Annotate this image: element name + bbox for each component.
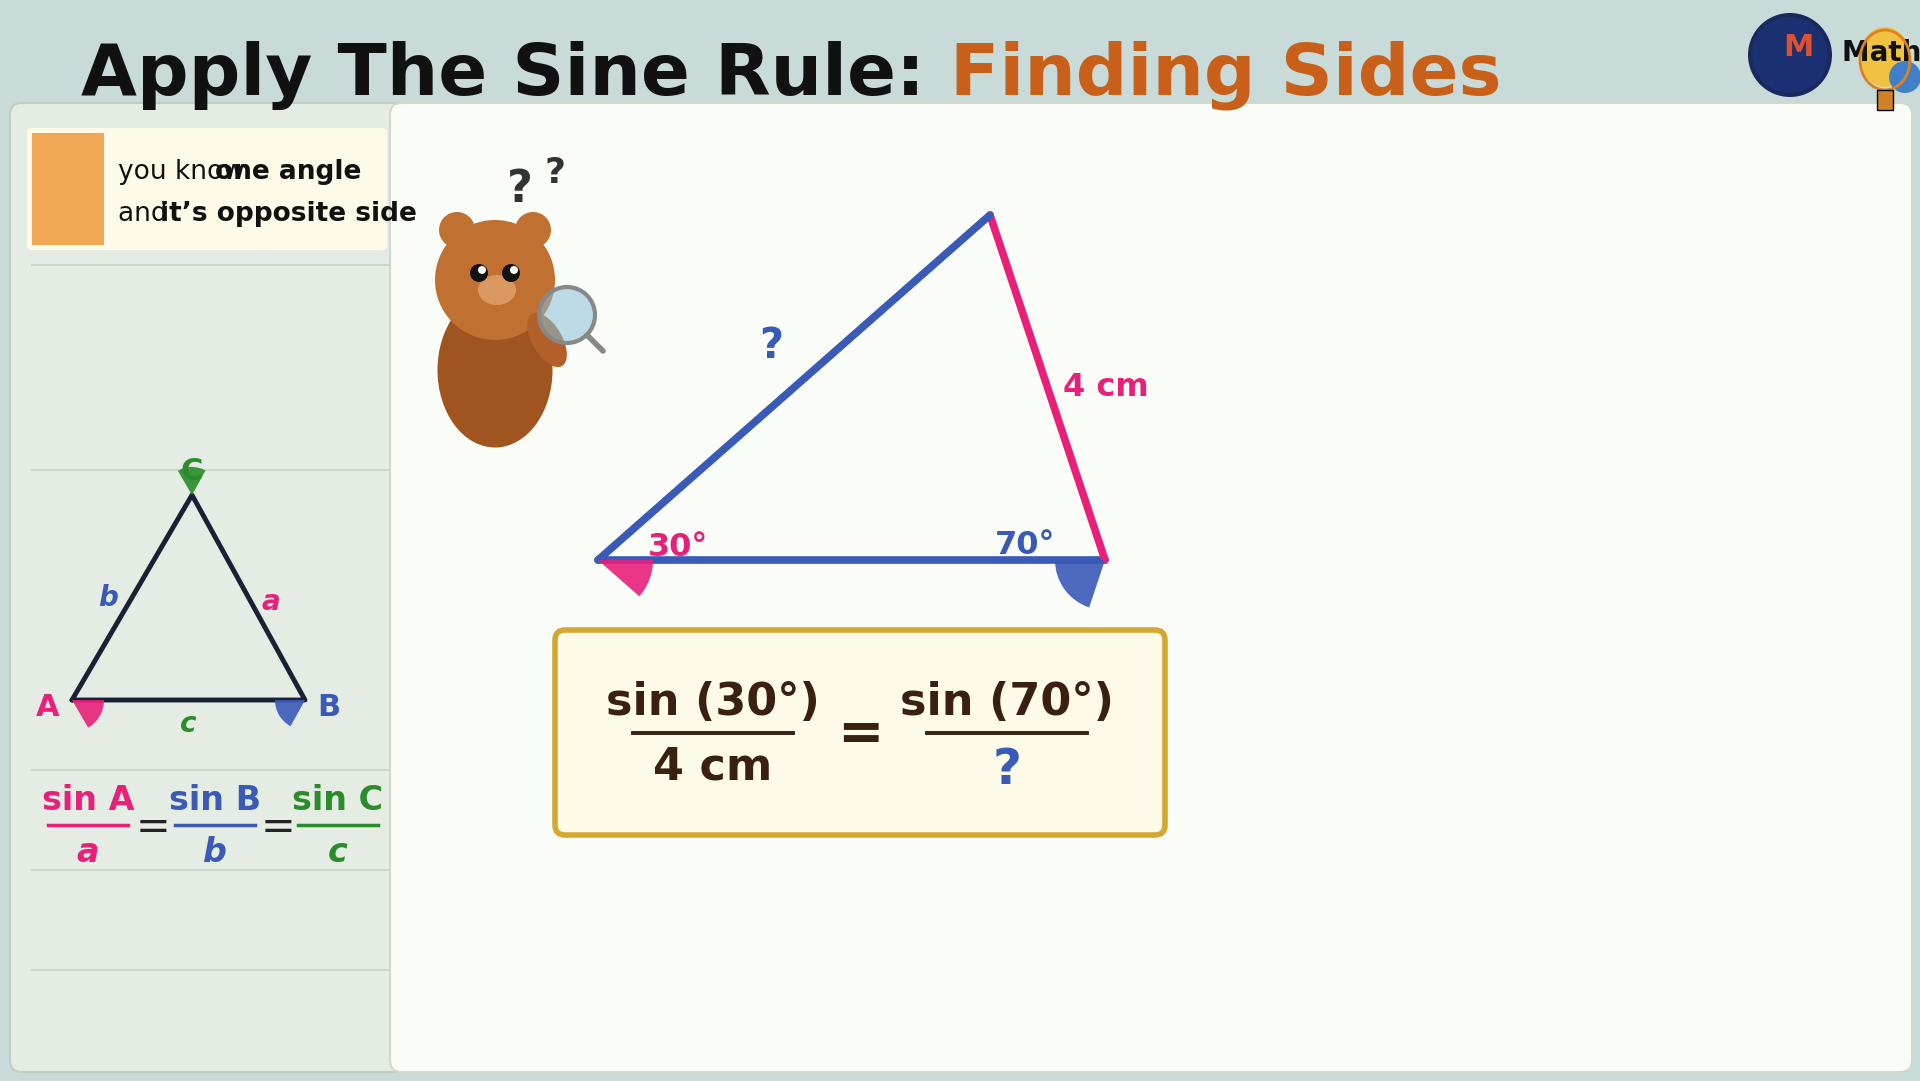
- Wedge shape: [275, 700, 305, 726]
- Text: 30°: 30°: [647, 533, 708, 563]
- Circle shape: [1747, 13, 1832, 97]
- Circle shape: [440, 212, 474, 248]
- Text: sin B: sin B: [169, 784, 261, 816]
- Wedge shape: [73, 700, 104, 728]
- Circle shape: [478, 266, 486, 273]
- Text: 4 cm: 4 cm: [1062, 372, 1148, 403]
- Text: sin C: sin C: [292, 784, 384, 816]
- Text: c: c: [180, 710, 196, 738]
- Circle shape: [470, 264, 488, 282]
- Circle shape: [515, 212, 551, 248]
- Text: A: A: [36, 694, 60, 722]
- Ellipse shape: [478, 275, 516, 305]
- Text: a: a: [261, 588, 280, 616]
- Text: M: M: [1784, 32, 1812, 62]
- Text: Maths Angel: Maths Angel: [1841, 39, 1920, 67]
- Text: sin A: sin A: [42, 784, 134, 816]
- FancyBboxPatch shape: [33, 133, 104, 245]
- Text: Apply The Sine Rule:: Apply The Sine Rule:: [81, 40, 950, 109]
- Text: sin (70°): sin (70°): [900, 681, 1114, 724]
- Text: c: c: [328, 837, 348, 869]
- FancyBboxPatch shape: [1878, 90, 1893, 110]
- Ellipse shape: [438, 293, 553, 448]
- Text: ?: ?: [758, 325, 783, 368]
- Text: ?: ?: [545, 156, 566, 190]
- Text: sin (30°): sin (30°): [607, 681, 820, 724]
- Text: you know: you know: [117, 159, 253, 185]
- Ellipse shape: [528, 313, 566, 368]
- Text: ?: ?: [507, 169, 534, 212]
- Wedge shape: [179, 467, 205, 495]
- FancyBboxPatch shape: [10, 103, 403, 1072]
- Circle shape: [436, 221, 555, 341]
- Text: 4 cm: 4 cm: [653, 746, 772, 789]
- FancyBboxPatch shape: [390, 103, 1912, 1072]
- Text: a: a: [77, 837, 100, 869]
- Text: and: and: [117, 201, 177, 227]
- Circle shape: [1889, 61, 1920, 93]
- Text: =: =: [837, 708, 883, 762]
- FancyBboxPatch shape: [555, 630, 1165, 835]
- Wedge shape: [1054, 560, 1106, 608]
- Circle shape: [540, 286, 595, 343]
- Text: B: B: [317, 694, 340, 722]
- Text: ?: ?: [993, 747, 1021, 795]
- Text: it’s opposite side: it’s opposite side: [159, 201, 417, 227]
- Circle shape: [511, 266, 518, 273]
- Text: 70°: 70°: [995, 531, 1056, 561]
- Text: b: b: [204, 837, 227, 869]
- Text: Finding Sides: Finding Sides: [950, 40, 1501, 110]
- Text: =: =: [261, 806, 296, 848]
- Text: one angle: one angle: [215, 159, 361, 185]
- Circle shape: [1751, 17, 1828, 93]
- Circle shape: [501, 264, 520, 282]
- Wedge shape: [597, 560, 653, 597]
- Text: b: b: [98, 584, 117, 612]
- Text: C: C: [180, 456, 204, 485]
- FancyBboxPatch shape: [27, 128, 388, 250]
- Text: =: =: [136, 806, 171, 848]
- Ellipse shape: [1860, 27, 1910, 86]
